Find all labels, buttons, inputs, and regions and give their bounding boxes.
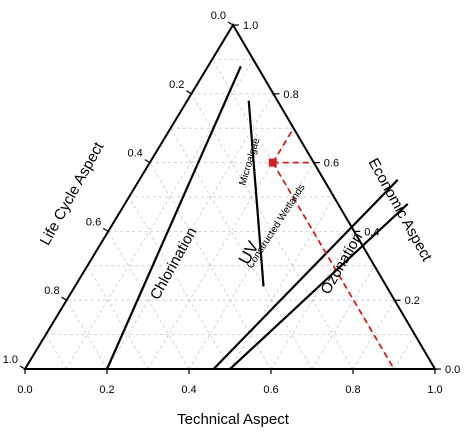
life-cycle-tick-label: 0.2 [169, 79, 184, 91]
life-cycle-tick-label: 0.6 [86, 216, 101, 228]
life-cycle-axis-title: Life Cycle Aspect [37, 139, 108, 249]
grid-line [393, 334, 416, 370]
economic-tick-label: 0.0 [445, 364, 460, 376]
economic-tick-label: 0.8 [283, 89, 298, 101]
grid-line [66, 299, 108, 370]
triangle-frame [23, 23, 437, 370]
region-label: Constructed Wetlands [245, 182, 308, 270]
region-label: Chlorination [147, 224, 201, 302]
life-cycle-tick-label: 0.0 [211, 10, 226, 22]
x-axis-tick-label: 0.4 [181, 384, 196, 396]
economic-tick-label: 1.0 [243, 20, 258, 32]
grid-line [87, 265, 149, 370]
grid-line [311, 265, 375, 370]
region-label: Microalgae [237, 136, 262, 186]
grid-line [45, 334, 67, 370]
x-axis-title: Technical Aspect [177, 411, 290, 428]
life-cycle-tick-mark [19, 365, 26, 370]
economic-tick-label: 0.4 [364, 226, 379, 238]
grid-line [65, 59, 254, 370]
x-axis-tick-label: 0.8 [345, 384, 360, 396]
region-label: Ozonation [317, 230, 366, 298]
selected-point-marker [268, 158, 277, 167]
life-cycle-tick-mark [61, 296, 67, 301]
grid-line [352, 299, 395, 370]
region-boundary-line [247, 100, 265, 287]
x-axis-tick-label: 0.0 [17, 384, 32, 396]
region-boundary-line [229, 203, 409, 370]
life-cycle-tick-mark [186, 90, 192, 95]
grid-lines [45, 59, 416, 370]
region-boundary-line [212, 179, 399, 370]
life-cycle-tick-mark [144, 159, 151, 164]
life-cycle-tick-mark [102, 227, 109, 232]
selected-point-guide-line [272, 127, 295, 164]
grid-line [170, 127, 313, 370]
tick-labels: 0.0 0.2 0.4 0.6 0.8 1.00.00.20.40.60.81.00.00… [3, 10, 461, 396]
selected-point-guides [268, 127, 395, 370]
grid-line [107, 231, 190, 370]
life-cycle-tick-label: 0.8 [44, 285, 59, 297]
life-cycle-tick-mark [227, 21, 234, 26]
grid-line [191, 93, 354, 370]
life-cycle-tick-label: 0.4 [128, 148, 143, 160]
region-boundary-line [105, 65, 242, 370]
x-axis-tick-label: 1.0 [427, 384, 442, 396]
life-cycle-tick-label: 1.0 [3, 354, 18, 366]
x-axis-tick-label: 0.2 [99, 384, 114, 396]
grid-line [147, 127, 294, 370]
grid-line [149, 162, 272, 370]
region-boundaries [105, 65, 409, 370]
economic-tick-label: 0.2 [405, 295, 420, 307]
economic-axis-title: Economic Aspect [365, 155, 436, 265]
economic-tick-label: 0.6 [324, 158, 339, 170]
x-axis-tick-label: 0.6 [263, 384, 278, 396]
